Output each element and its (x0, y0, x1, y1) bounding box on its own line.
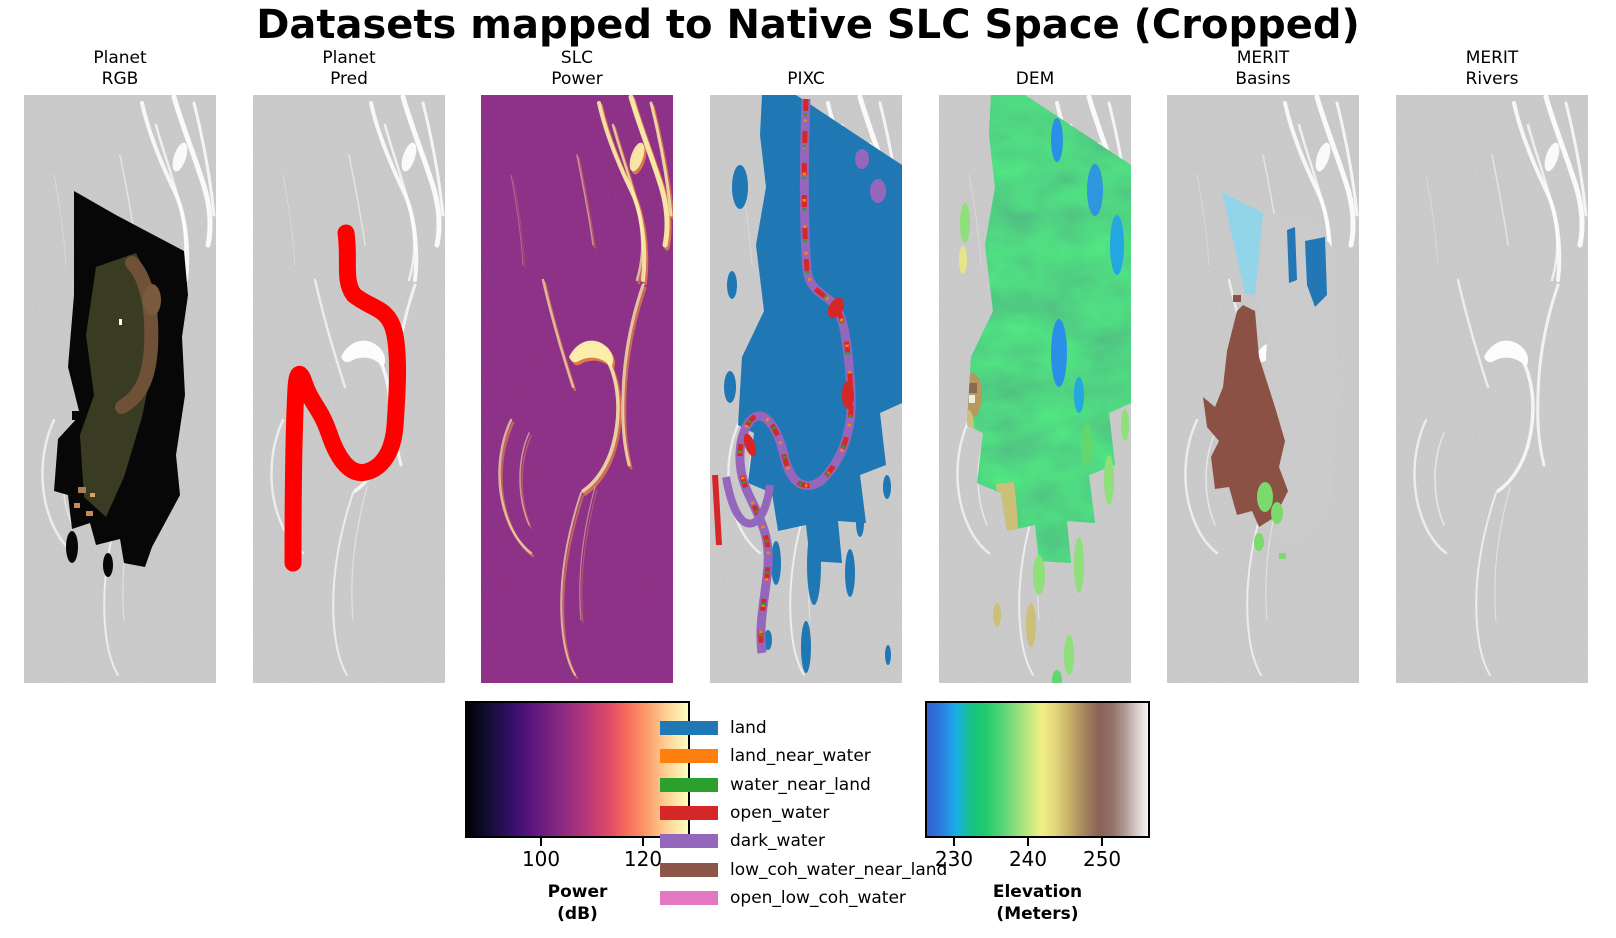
panel-title-dem: DEM (939, 46, 1131, 90)
legend-label-open-low-coh-water: open_low_coh_water (730, 887, 906, 908)
legend-row-low-coh-water-near-land: low_coh_water_near_land (660, 855, 947, 883)
panel-title-line: Planet (93, 48, 147, 68)
power-colorbar-label: Power (dB) (465, 881, 690, 925)
legend-label-open-water: open_water (730, 803, 830, 824)
panel-title-merit-basins: MERIT Basins (1167, 46, 1359, 90)
elevation-label-line2: (Meters) (996, 904, 1079, 924)
legend-label-water-near-land: water_near_land (730, 774, 871, 795)
panel-title-line: PIXC (787, 69, 825, 89)
panel-image-dem (939, 95, 1131, 683)
legend-swatch-open-water (660, 806, 718, 821)
legend-row-water-near-land: water_near_land (660, 771, 947, 799)
legend-swatch-open-low-coh-water (660, 890, 718, 905)
panel-image-planet-pred (253, 95, 445, 683)
panel-title-line: Rivers (1465, 69, 1519, 89)
panel-planet-pred: Planet Pred (253, 48, 445, 683)
power-tick-120: 120 (623, 847, 663, 871)
legend-swatch-land (660, 721, 718, 736)
legend-row-open-low-coh-water: open_low_coh_water (660, 884, 947, 912)
elevation-tick-230: 230 (934, 847, 974, 871)
power-label-line2: (dB) (557, 904, 598, 924)
panel-image-planet-rgb (24, 95, 216, 683)
legend-label-land-near-water: land_near_water (730, 746, 871, 767)
panel-image-merit-rivers (1396, 95, 1588, 683)
panel-title-line: MERIT (1465, 48, 1519, 68)
legend-swatch-land-near-water (660, 749, 718, 764)
legend-swatch-water-near-land (660, 777, 718, 792)
elevation-tick-250: 250 (1082, 847, 1122, 871)
panel-merit-basins: MERIT Basins (1167, 48, 1359, 683)
legend-label-low-coh-water-near-land: low_coh_water_near_land (730, 859, 948, 880)
panel-image-pixc (710, 95, 902, 683)
panel-title-slc-power: SLC Power (481, 46, 673, 90)
tick-mark (1101, 838, 1104, 846)
power-label-line1: Power (547, 882, 608, 902)
legend-label-land: land (730, 718, 767, 739)
panel-image-slc-power (481, 95, 673, 683)
legend-row-dark-water: dark_water (660, 827, 947, 855)
legend-row-open-water: open_water (660, 799, 947, 827)
panel-image-merit-basins (1167, 95, 1359, 683)
elevation-colorbar-label: Elevation (Meters) (925, 881, 1150, 925)
panel-planet-rgb: Planet RGB (24, 48, 216, 683)
panel-title-line: DEM (1015, 69, 1055, 89)
panel-title-line: Basins (1235, 69, 1291, 89)
panel-title-line: Pred (330, 69, 368, 89)
panel-title-planet-pred: Planet Pred (253, 46, 445, 90)
tick-mark (540, 838, 543, 846)
power-tick-100: 100 (521, 847, 561, 871)
legend-swatch-low-coh-water-near-land (660, 862, 718, 877)
panel-title-line: Planet (322, 48, 376, 68)
panel-title-merit-rivers: MERIT Rivers (1396, 46, 1588, 90)
elevation-label-line1: Elevation (992, 882, 1083, 902)
figure-title: Datasets mapped to Native SLC Space (Cro… (256, 2, 1360, 48)
panel-title-line: RGB (101, 69, 139, 89)
panel-dem: DEM (939, 69, 1131, 683)
legend-row-land: land (660, 714, 947, 742)
panel-title-planet-rgb: Planet RGB (24, 46, 216, 90)
tick-mark (641, 838, 644, 846)
legend-label-dark-water: dark_water (730, 831, 825, 852)
panel-title-line: Power (551, 69, 603, 89)
power-colorbar (465, 701, 690, 838)
panel-merit-rivers: MERIT Rivers (1396, 48, 1588, 683)
panel-slc-power: SLC Power (481, 48, 673, 683)
power-colorbar-ticks: 100 120 (465, 838, 690, 878)
tick-mark (953, 838, 956, 846)
elevation-colorbar-ticks: 230 240 250 (925, 838, 1150, 878)
elevation-tick-240: 240 (1008, 847, 1048, 871)
panel-title-pixc: PIXC (710, 46, 902, 90)
panel-title-line: MERIT (1236, 48, 1290, 68)
panel-pixc: PIXC (710, 69, 902, 683)
legend-row-land-near-water: land_near_water (660, 742, 947, 770)
tick-mark (1027, 838, 1030, 846)
elevation-colorbar (925, 701, 1150, 838)
legend-swatch-dark-water (660, 834, 718, 849)
classification-legend: land land_near_water water_near_land ope… (660, 714, 947, 912)
panel-title-line: SLC (560, 48, 594, 68)
